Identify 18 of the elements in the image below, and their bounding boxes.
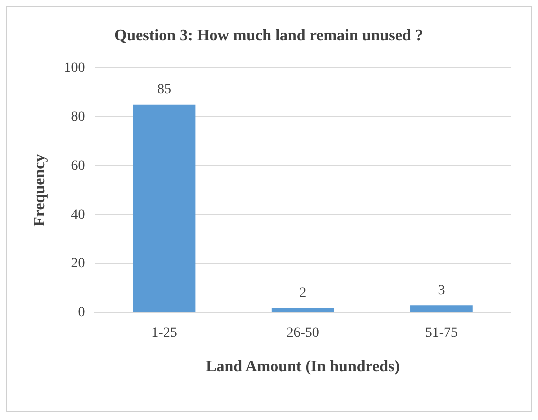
x-tick-label: 26-50 bbox=[286, 326, 320, 342]
y-tick-label: 80 bbox=[71, 110, 86, 125]
y-tick-label: 60 bbox=[71, 158, 86, 174]
data-label: 2 bbox=[300, 286, 307, 301]
bar bbox=[272, 308, 334, 312]
x-tick-label: 1-25 bbox=[152, 326, 178, 342]
chart-title: Question 3: How much land remain unused ? bbox=[114, 28, 424, 45]
x-tick-label: 51-75 bbox=[425, 326, 458, 342]
x-axis-title: Land Amount (In hundreds) bbox=[206, 358, 400, 376]
bar bbox=[410, 306, 473, 312]
data-label: 85 bbox=[158, 82, 172, 98]
data-label: 3 bbox=[438, 283, 446, 298]
y-tick-label: 0 bbox=[78, 306, 86, 321]
bar bbox=[133, 104, 196, 312]
y-tick-label: 20 bbox=[71, 256, 86, 272]
y-axis-title: Frequency bbox=[32, 154, 49, 227]
y-tick-label: 40 bbox=[71, 208, 86, 223]
y-tick-label: 100 bbox=[64, 60, 86, 76]
